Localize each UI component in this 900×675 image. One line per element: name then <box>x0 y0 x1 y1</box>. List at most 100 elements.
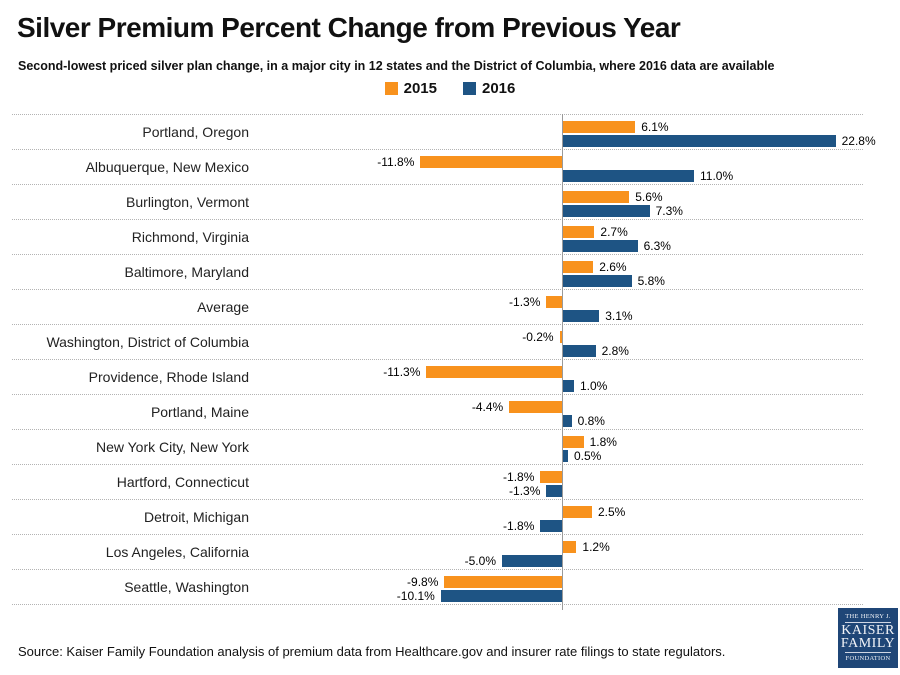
legend-label-2015: 2015 <box>403 80 437 97</box>
bar-2016 <box>562 240 638 252</box>
kaiser-family-foundation-logo: THE HENRY J. KAISER FAMILY FOUNDATION <box>838 608 898 668</box>
logo-divider-bottom <box>845 652 891 653</box>
bar-2015 <box>562 436 584 448</box>
chart-row: Burlington, Vermont 5.6% 7.3% <box>12 185 863 220</box>
category-label: New York City, New York <box>95 439 249 455</box>
bar-2016 <box>562 135 836 147</box>
chart-row: Seattle, Washington -9.8% -10.1% <box>12 570 863 605</box>
chart-row: Richmond, Virginia 2.7% 6.3% <box>12 220 863 255</box>
bar-2016 <box>562 310 600 322</box>
value-label-2016: 0.8% <box>577 414 605 428</box>
bar-chart: Portland, Oregon 6.1% 22.8% Albuquerque, Ne… <box>12 114 876 610</box>
value-label-2016: 2.8% <box>601 344 629 358</box>
plot-cell: -9.8% -10.1% <box>262 570 862 605</box>
bar-2016 <box>562 170 694 182</box>
plot-cell: -11.8% 11.0% <box>262 150 862 185</box>
bar-2015 <box>562 541 577 553</box>
value-label-2015: -1.3% <box>509 295 541 309</box>
plot-cell: 2.5% -1.8% <box>262 500 862 535</box>
bar-2015 <box>444 576 562 588</box>
value-label-2016: -1.8% <box>503 519 535 533</box>
bar-2016 <box>562 205 650 217</box>
page-subtitle: Second-lowest priced silver plan change,… <box>18 59 775 73</box>
bar-2016 <box>562 275 632 287</box>
value-label-2015: 5.6% <box>635 190 663 204</box>
bar-2015 <box>546 296 562 308</box>
value-label-2015: -0.2% <box>522 330 554 344</box>
value-label-2016: 7.3% <box>655 204 683 218</box>
legend-item-2015: 2015 <box>384 80 437 97</box>
bar-2016 <box>562 415 572 427</box>
bar-2015 <box>562 261 594 273</box>
value-label-2015: -4.4% <box>471 400 504 414</box>
plot-cell: 6.1% 22.8% <box>262 115 876 150</box>
value-label-2016: 6.3% <box>643 239 671 253</box>
chart-row: New York City, New York 1.8% 0.5% <box>12 430 863 465</box>
bar-2015 <box>562 191 630 203</box>
chart-row: Detroit, Michigan 2.5% -1.8% <box>12 500 863 535</box>
bar-2016 <box>546 485 562 497</box>
bar-2016 <box>540 520 562 532</box>
value-label-2015: -11.3% <box>383 365 421 379</box>
chart-row: Providence, Rhode Island -11.3% 1.0% <box>12 360 863 395</box>
bar-2015 <box>540 471 562 483</box>
plot-cell: 5.6% 7.3% <box>262 185 862 220</box>
plot-cell: -1.8% -1.3% <box>262 465 862 500</box>
value-label-2016: 22.8% <box>841 134 876 148</box>
chart-row: Portland, Oregon 6.1% 22.8% <box>12 115 876 150</box>
value-label-2016: -1.3% <box>509 484 541 498</box>
bar-2015 <box>562 121 636 133</box>
bar-2015 <box>509 401 562 413</box>
category-label: Richmond, Virginia <box>131 229 249 245</box>
logo-divider-top <box>845 622 891 623</box>
value-label-2015: -11.8% <box>377 155 415 169</box>
source-note: Source: Kaiser Family Foundation analysi… <box>18 644 726 659</box>
page-title: Silver Premium Percent Change from Previ… <box>17 12 681 43</box>
category-label: Detroit, Michigan <box>143 509 249 525</box>
bar-2015 <box>426 366 562 378</box>
chart-row: Portland, Maine -4.4% 0.8% <box>12 395 863 430</box>
category-label: Seattle, Washington <box>124 579 249 595</box>
category-label: Hartford, Connecticut <box>116 474 249 490</box>
logo-text-foundation: FOUNDATION <box>845 655 891 662</box>
plot-cell: 2.7% 6.3% <box>262 220 862 255</box>
bar-2016 <box>562 345 596 357</box>
plot-cell: 1.8% 0.5% <box>262 430 862 465</box>
zero-axis-line <box>562 114 563 610</box>
value-label-2016: -5.0% <box>464 554 496 568</box>
logo-text-family: FAMILY <box>840 636 896 651</box>
legend-swatch-2016-icon <box>463 82 476 95</box>
plot-cell: -11.3% 1.0% <box>262 360 862 395</box>
chart-row: Average -1.3% 3.1% <box>12 290 863 325</box>
category-label: Providence, Rhode Island <box>88 369 249 385</box>
category-label: Albuquerque, New Mexico <box>85 159 249 175</box>
bar-2015 <box>420 156 562 168</box>
plot-cell: 2.6% 5.8% <box>262 255 862 290</box>
category-label: Average <box>197 299 249 315</box>
value-label-2015: 1.2% <box>582 540 610 554</box>
plot-cell: -1.3% 3.1% <box>262 290 862 325</box>
chart-row: Hartford, Connecticut -1.8% -1.3% <box>12 465 863 500</box>
chart-row: Albuquerque, New Mexico -11.8% 11.0% <box>12 150 863 185</box>
plot-cell: -4.4% 0.8% <box>262 395 862 430</box>
category-label: Portland, Oregon <box>142 124 249 140</box>
chart-row: Washington, District of Columbia -0.2% 2.8… <box>12 325 863 360</box>
value-label-2015: 2.7% <box>600 225 628 239</box>
bar-2015 <box>559 331 562 343</box>
bar-2016 <box>502 555 562 567</box>
plot-cell: -0.2% 2.8% <box>262 325 862 360</box>
category-label: Portland, Maine <box>150 404 249 420</box>
legend-item-2016: 2016 <box>463 80 515 97</box>
value-label-2016: 0.5% <box>574 449 602 463</box>
category-label: Los Angeles, California <box>105 544 249 560</box>
chart-rows: Portland, Oregon 6.1% 22.8% Albuquerque, Ne… <box>12 114 876 605</box>
bar-2016 <box>562 450 568 462</box>
value-label-2015: 2.5% <box>598 505 626 519</box>
logo-text-top: THE HENRY J. <box>845 613 891 620</box>
legend-label-2016: 2016 <box>482 80 516 97</box>
value-label-2016: 5.8% <box>637 274 665 288</box>
value-label-2016: 11.0% <box>700 169 734 183</box>
value-label-2015: 1.8% <box>589 435 617 449</box>
bar-2015 <box>562 506 592 518</box>
